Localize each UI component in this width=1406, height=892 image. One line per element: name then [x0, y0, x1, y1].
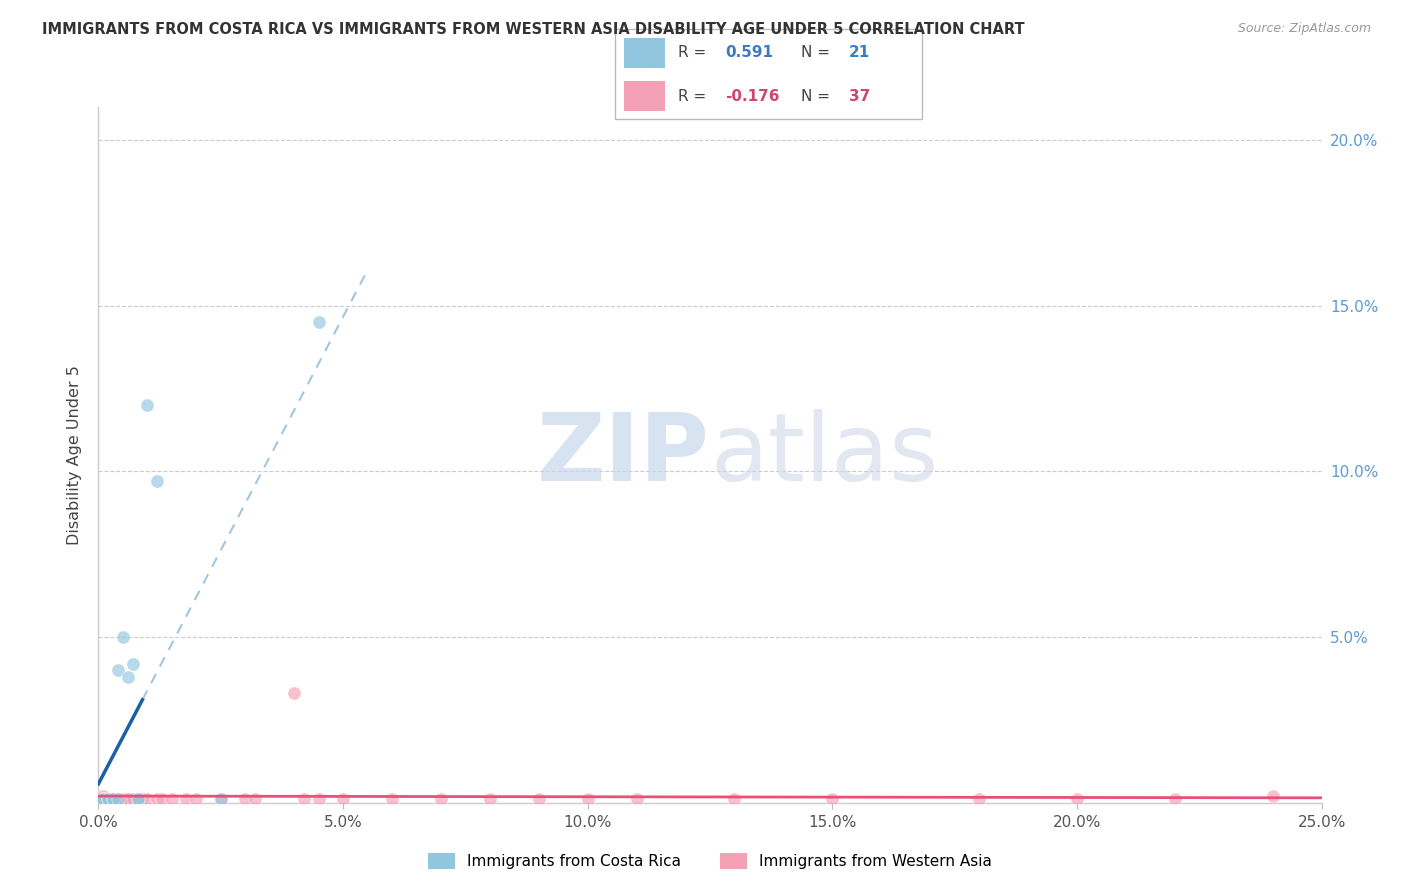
Point — [131, 792, 153, 806]
Point — [111, 630, 134, 644]
Point — [1261, 789, 1284, 804]
Text: 37: 37 — [849, 88, 870, 103]
Point — [91, 792, 114, 806]
Point — [127, 792, 149, 806]
Text: R =: R = — [678, 45, 711, 61]
Point — [101, 792, 124, 806]
Point — [97, 792, 120, 806]
Point — [146, 792, 169, 806]
Text: N =: N = — [801, 88, 835, 103]
Point — [107, 792, 129, 806]
Text: 0.591: 0.591 — [725, 45, 773, 61]
Point — [117, 670, 139, 684]
Text: N =: N = — [801, 45, 835, 61]
Point — [146, 475, 169, 489]
Point — [626, 792, 648, 806]
Text: -0.176: -0.176 — [725, 88, 780, 103]
Point — [283, 686, 305, 700]
Point — [292, 792, 315, 806]
Text: atlas: atlas — [710, 409, 938, 501]
Point — [91, 792, 114, 806]
Point — [136, 398, 159, 412]
Point — [186, 792, 208, 806]
Point — [308, 792, 330, 806]
Point — [117, 792, 139, 806]
Point — [1066, 792, 1088, 806]
Point — [111, 792, 134, 806]
Point — [91, 792, 114, 806]
Point — [967, 792, 990, 806]
Text: R =: R = — [678, 88, 711, 103]
Text: Source: ZipAtlas.com: Source: ZipAtlas.com — [1237, 22, 1371, 36]
Point — [91, 792, 114, 806]
Point — [121, 657, 143, 671]
Point — [107, 792, 129, 806]
Point — [723, 792, 745, 806]
Point — [233, 792, 256, 806]
Point — [160, 792, 183, 806]
Point — [1164, 792, 1187, 806]
Point — [150, 792, 173, 806]
Legend: Immigrants from Costa Rica, Immigrants from Western Asia: Immigrants from Costa Rica, Immigrants f… — [422, 847, 998, 875]
Point — [97, 792, 120, 806]
Text: 21: 21 — [849, 45, 870, 61]
Point — [527, 792, 550, 806]
Point — [381, 792, 404, 806]
Text: ZIP: ZIP — [537, 409, 710, 501]
Point — [117, 792, 139, 806]
Point — [107, 663, 129, 677]
Point — [91, 789, 114, 804]
Point — [821, 792, 844, 806]
Point — [243, 792, 266, 806]
Point — [478, 792, 501, 806]
Point — [97, 792, 120, 806]
Y-axis label: Disability Age Under 5: Disability Age Under 5 — [67, 365, 83, 545]
Point — [209, 792, 232, 806]
Point — [127, 792, 149, 806]
FancyBboxPatch shape — [614, 29, 922, 119]
Point — [136, 792, 159, 806]
Bar — [624, 38, 665, 68]
Point — [91, 792, 114, 806]
Point — [107, 792, 129, 806]
Point — [176, 792, 198, 806]
Point — [308, 315, 330, 329]
Point — [209, 792, 232, 806]
Bar — [624, 81, 665, 111]
Point — [91, 792, 114, 806]
Point — [121, 792, 143, 806]
Point — [127, 792, 149, 806]
Text: IMMIGRANTS FROM COSTA RICA VS IMMIGRANTS FROM WESTERN ASIA DISABILITY AGE UNDER : IMMIGRANTS FROM COSTA RICA VS IMMIGRANTS… — [42, 22, 1025, 37]
Point — [97, 792, 120, 806]
Point — [101, 792, 124, 806]
Point — [101, 792, 124, 806]
Point — [576, 792, 599, 806]
Point — [332, 792, 354, 806]
Point — [430, 792, 453, 806]
